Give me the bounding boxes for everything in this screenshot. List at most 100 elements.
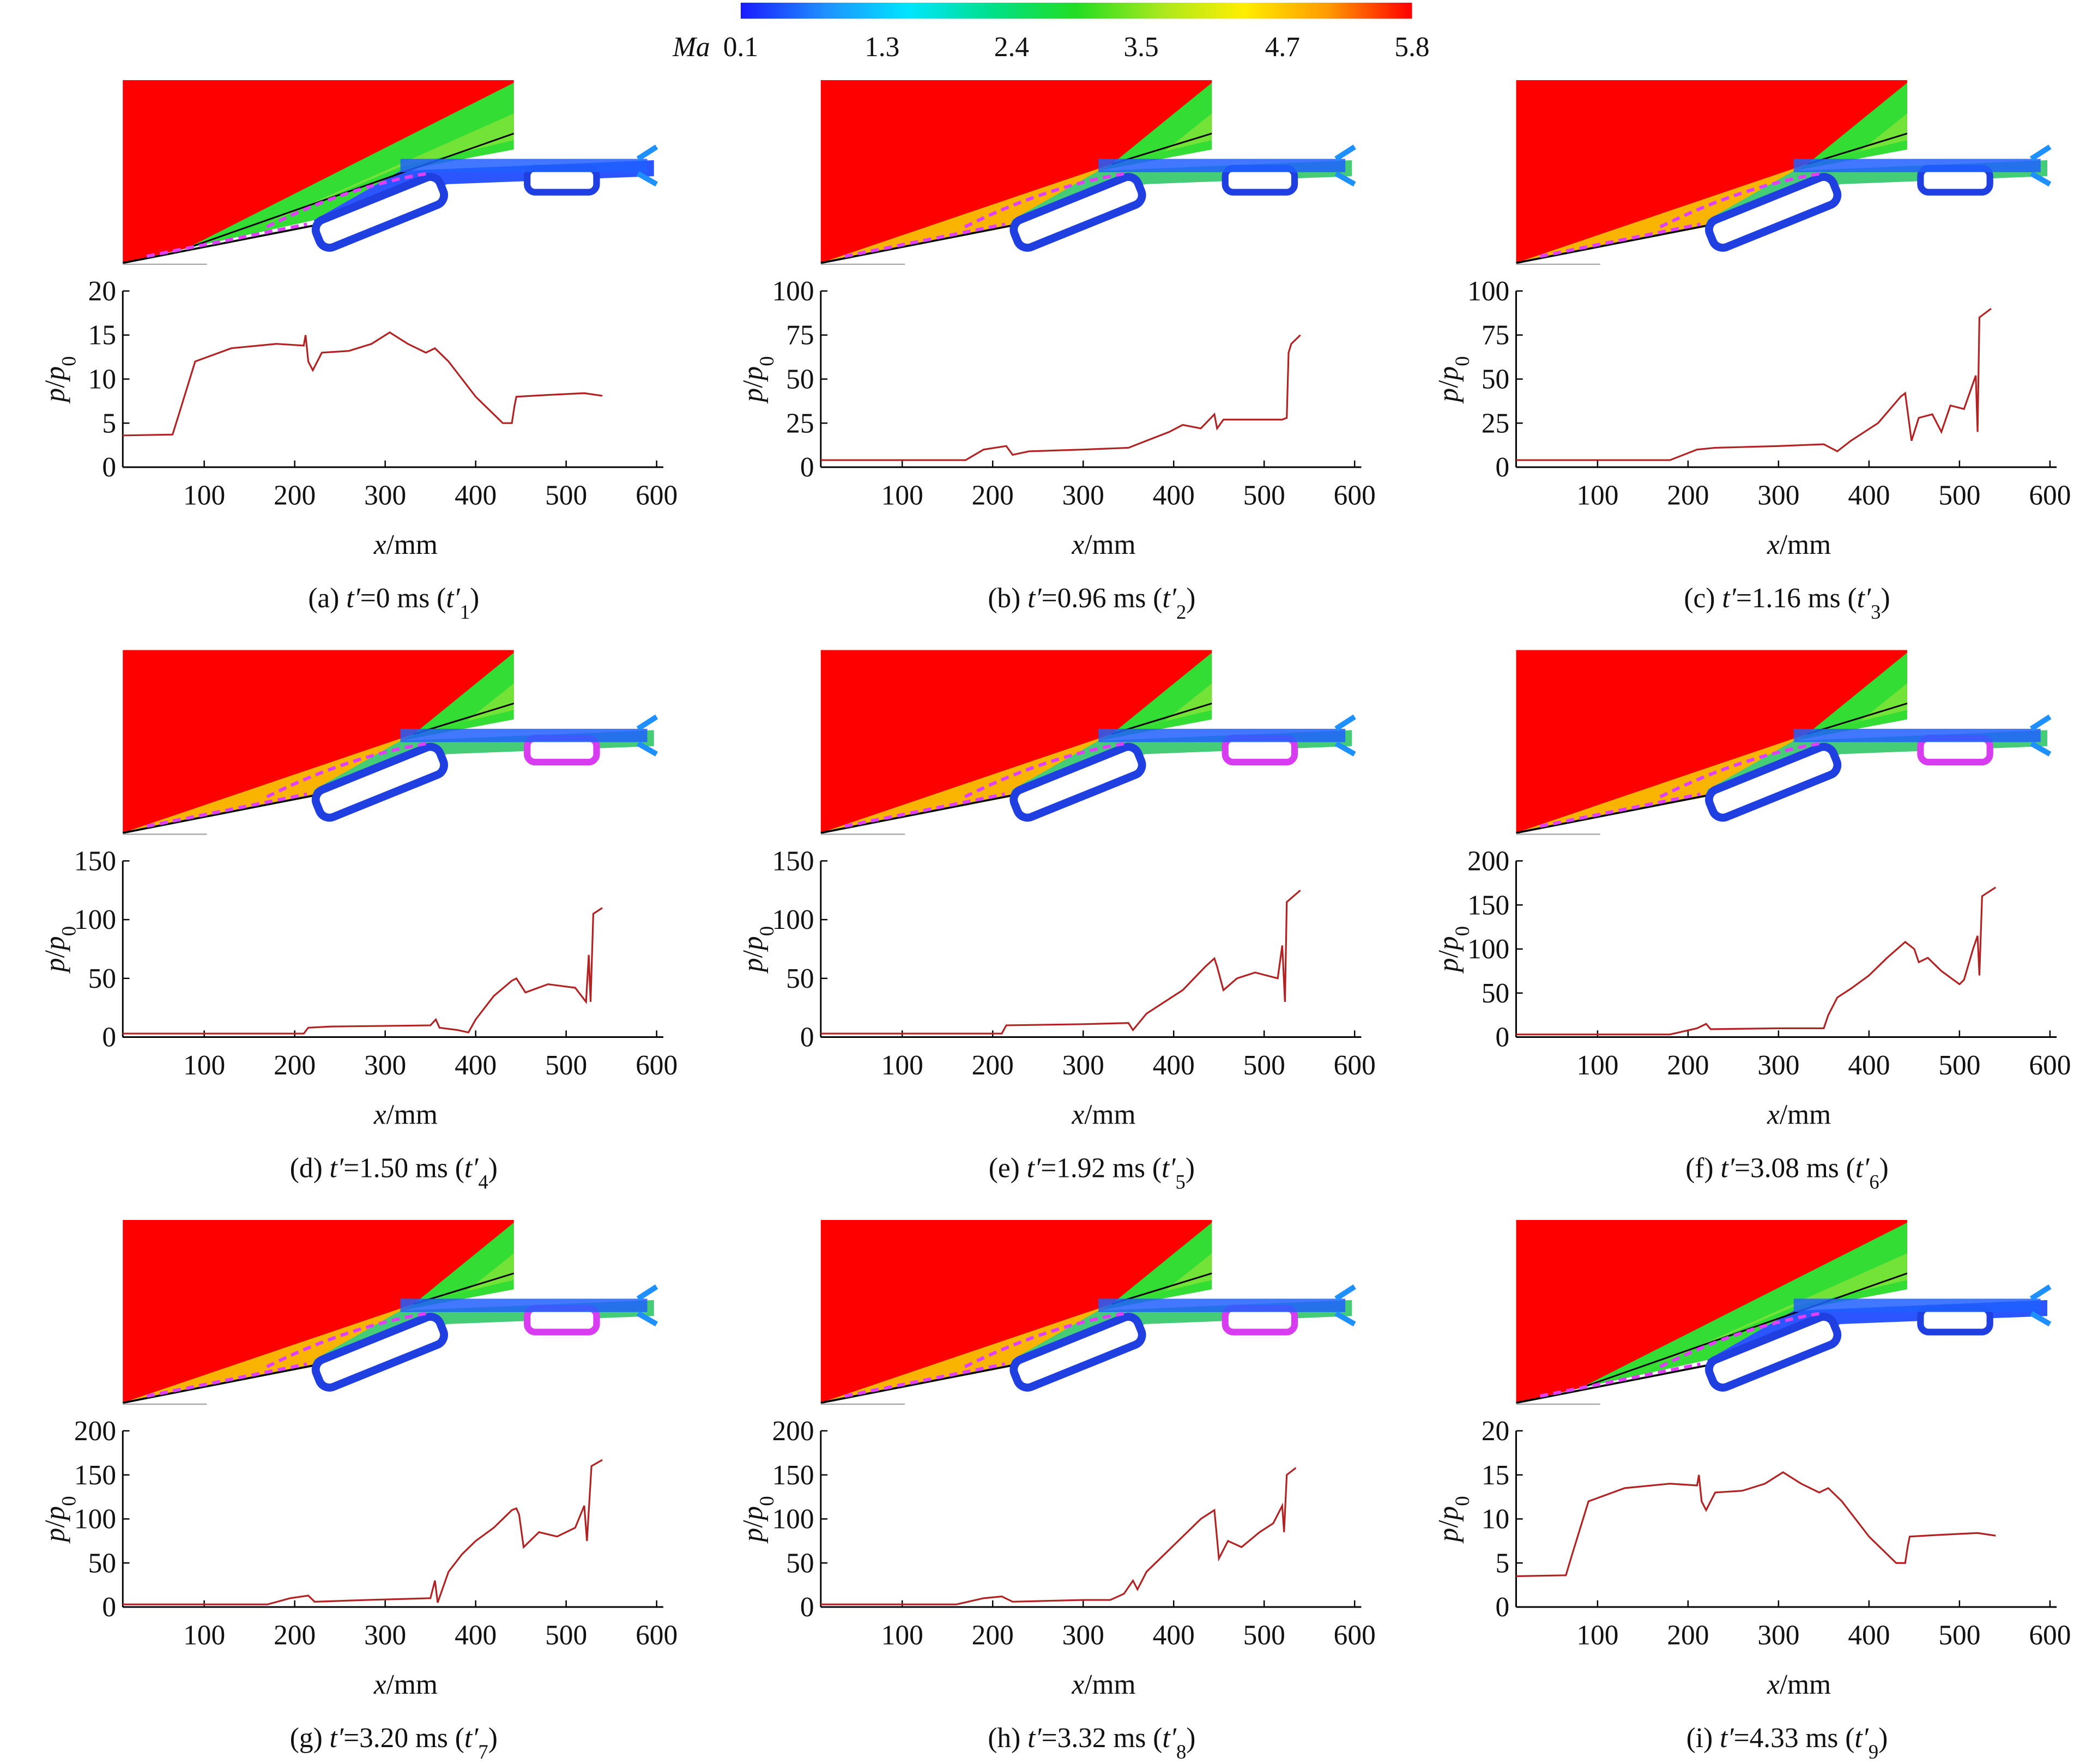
caption: (f) t′=3.08 ms (t′6) bbox=[1685, 1153, 1889, 1193]
isolator bbox=[1098, 728, 1346, 742]
y-axis-label-part: p bbox=[737, 936, 769, 952]
y-tick-label: 100 bbox=[74, 1504, 116, 1535]
colorbar-tick-label: 3.5 bbox=[1123, 32, 1158, 63]
y-tick-label: 100 bbox=[1467, 934, 1509, 965]
y-tick-label: 150 bbox=[74, 1460, 116, 1491]
x-tick-label: 100 bbox=[1576, 1620, 1618, 1651]
y-tick-label: 0 bbox=[1496, 1022, 1510, 1053]
recirculation bbox=[146, 1312, 428, 1398]
y-axis-label-part: / bbox=[40, 1520, 71, 1528]
y-axis-label-part: p bbox=[1433, 936, 1464, 952]
x-tick-label: 200 bbox=[274, 1050, 316, 1081]
x-axis-label-part: /mm bbox=[1780, 529, 1831, 560]
caption-part: 1 bbox=[460, 601, 470, 623]
ramp-wall bbox=[122, 223, 321, 264]
caption-part: (b) bbox=[988, 583, 1027, 614]
free-stream-region bbox=[820, 80, 1212, 263]
recirculation bbox=[1539, 741, 1821, 828]
x-axis-label-part: x bbox=[373, 1100, 386, 1131]
y-axis-label-part: 0 bbox=[57, 1496, 80, 1506]
ramp-wall bbox=[820, 223, 1019, 264]
compression-region bbox=[123, 734, 414, 833]
y-tick-label: 200 bbox=[74, 1416, 116, 1447]
bypass-duct bbox=[1705, 173, 1842, 252]
y-axis-label-part: 0 bbox=[1450, 926, 1473, 936]
y-tick-label: 75 bbox=[786, 320, 814, 351]
expansion-fan bbox=[1011, 1222, 1212, 1361]
x-tick-label: 100 bbox=[881, 1050, 923, 1081]
bypass-duct bbox=[311, 173, 448, 252]
x-tick-label: 300 bbox=[364, 1050, 406, 1081]
caption-part: =3.32 ms ( bbox=[1042, 1723, 1163, 1754]
expansion-fan bbox=[1011, 82, 1212, 221]
x-tick-label: 600 bbox=[1334, 1050, 1376, 1081]
caption-part: t′ bbox=[1855, 1153, 1870, 1184]
colorbar-tick-label: 1.3 bbox=[864, 32, 899, 63]
y-tick-label: 200 bbox=[772, 1416, 814, 1447]
y-axis-label-part: p bbox=[737, 366, 769, 383]
nozzle bbox=[2029, 714, 2052, 757]
y-tick-label: 150 bbox=[772, 1460, 814, 1491]
caption-part: t′ bbox=[330, 1723, 344, 1754]
colorbar-tick-label: 0.1 bbox=[723, 32, 758, 63]
caption-part: ) bbox=[1186, 1723, 1195, 1754]
isolator bbox=[1793, 1298, 2041, 1312]
bypass-duct bbox=[1705, 742, 1842, 822]
caption-part: t′ bbox=[464, 1723, 479, 1754]
x-axis-label-part: /mm bbox=[1084, 529, 1135, 560]
ramp-wall bbox=[820, 1363, 1019, 1404]
x-axis-label-part: x bbox=[1071, 529, 1084, 560]
x-tick-label: 100 bbox=[183, 1050, 225, 1081]
flow-field bbox=[1516, 650, 2052, 835]
x-tick-label: 200 bbox=[1667, 480, 1709, 511]
x-axis-label: x/mm bbox=[373, 1669, 438, 1700]
y-tick-label: 50 bbox=[88, 963, 116, 994]
x-tick-label: 600 bbox=[2029, 480, 2071, 511]
recirculation bbox=[1539, 172, 1821, 258]
x-tick-label: 400 bbox=[1848, 1620, 1890, 1651]
x-tick-label: 100 bbox=[183, 1620, 225, 1651]
free-stream-region bbox=[820, 650, 1212, 833]
y-tick-label: 50 bbox=[1482, 978, 1509, 1009]
bypass-duct bbox=[1009, 742, 1146, 822]
ramp-wall bbox=[820, 793, 1019, 834]
colorbar-tick-label: 4.7 bbox=[1265, 32, 1300, 63]
y-axis-label: p/p0 bbox=[1433, 926, 1473, 974]
x-tick-label: 400 bbox=[455, 480, 497, 511]
y-axis-label-part: p bbox=[737, 388, 769, 404]
x-tick-label: 100 bbox=[881, 480, 923, 511]
x-axis-label-part: /mm bbox=[1084, 1100, 1135, 1131]
x-tick-label: 500 bbox=[1938, 1620, 1980, 1651]
y-tick-label: 10 bbox=[1482, 1504, 1509, 1535]
y-tick-label: 50 bbox=[786, 963, 814, 994]
isolator bbox=[1793, 728, 2041, 742]
y-axis-label-part: 0 bbox=[57, 926, 80, 936]
x-tick-label: 100 bbox=[881, 1620, 923, 1651]
caption-part: ) bbox=[488, 1723, 498, 1754]
y-tick-label: 0 bbox=[102, 1022, 116, 1053]
x-axis-label: x/mm bbox=[1071, 1100, 1135, 1131]
y-axis-label-part: p bbox=[737, 1506, 769, 1523]
caption-part: 5 bbox=[1175, 1170, 1185, 1193]
isolator bbox=[1098, 159, 1346, 172]
caption: (e) t′=1.92 ms (t′5) bbox=[989, 1153, 1195, 1193]
y-axis-label-part: p bbox=[40, 936, 71, 952]
nozzle bbox=[636, 1284, 658, 1327]
x-tick-label: 200 bbox=[972, 1050, 1014, 1081]
y-axis-label-part: / bbox=[40, 380, 71, 388]
x-tick-label: 500 bbox=[1938, 1050, 1980, 1081]
x-tick-label: 600 bbox=[2029, 1050, 2071, 1081]
y-tick-label: 50 bbox=[1482, 364, 1509, 395]
x-tick-label: 600 bbox=[2029, 1620, 2071, 1651]
x-tick-label: 600 bbox=[636, 480, 678, 511]
nozzle bbox=[636, 144, 658, 187]
x-tick-label: 100 bbox=[183, 480, 225, 511]
y-axis-label-part: 0 bbox=[755, 926, 778, 936]
pressure-line bbox=[820, 334, 1301, 461]
bypass-duct bbox=[311, 1313, 448, 1392]
y-tick-label: 25 bbox=[1482, 408, 1509, 439]
flow-field bbox=[1516, 80, 2052, 265]
colorbar-tick-label: 5.8 bbox=[1394, 32, 1429, 63]
caption-part: =0 ms ( bbox=[360, 583, 446, 614]
isolator bbox=[400, 1298, 648, 1312]
